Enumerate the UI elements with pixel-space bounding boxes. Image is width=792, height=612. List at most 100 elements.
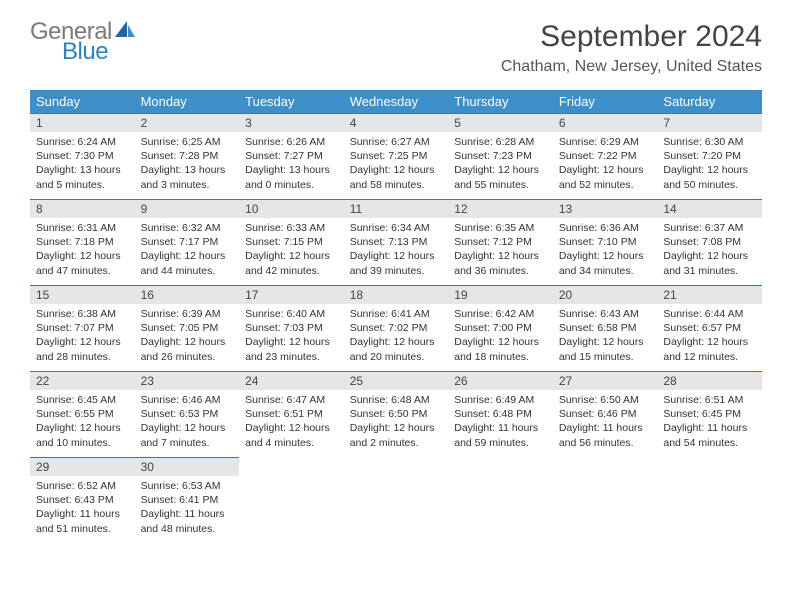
sail-icon bbox=[115, 21, 137, 43]
sunrise-text: Sunrise: 6:36 AM bbox=[559, 221, 652, 235]
sunset-text: Sunset: 6:48 PM bbox=[454, 407, 547, 421]
day-body: Sunrise: 6:52 AMSunset: 6:43 PMDaylight:… bbox=[30, 476, 135, 542]
sunrise-text: Sunrise: 6:39 AM bbox=[141, 307, 234, 321]
sunrise-text: Sunrise: 6:49 AM bbox=[454, 393, 547, 407]
day-body: Sunrise: 6:44 AMSunset: 6:57 PMDaylight:… bbox=[657, 304, 762, 370]
sunrise-text: Sunrise: 6:38 AM bbox=[36, 307, 129, 321]
calendar-day-cell: 13Sunrise: 6:36 AMSunset: 7:10 PMDayligh… bbox=[553, 200, 658, 286]
daylight-text: Daylight: 12 hours and 50 minutes. bbox=[663, 163, 756, 191]
day-body: Sunrise: 6:40 AMSunset: 7:03 PMDaylight:… bbox=[239, 304, 344, 370]
calendar-week-row: 8Sunrise: 6:31 AMSunset: 7:18 PMDaylight… bbox=[30, 200, 762, 286]
sunset-text: Sunset: 7:08 PM bbox=[663, 235, 756, 249]
daylight-text: Daylight: 12 hours and 42 minutes. bbox=[245, 249, 338, 277]
calendar-day-cell: 20Sunrise: 6:43 AMSunset: 6:58 PMDayligh… bbox=[553, 286, 658, 372]
sunset-text: Sunset: 7:10 PM bbox=[559, 235, 652, 249]
sunrise-text: Sunrise: 6:32 AM bbox=[141, 221, 234, 235]
day-body: Sunrise: 6:51 AMSunset: 6:45 PMDaylight:… bbox=[657, 390, 762, 456]
day-number: 3 bbox=[239, 114, 344, 132]
daylight-text: Daylight: 12 hours and 58 minutes. bbox=[350, 163, 443, 191]
calendar-header-row: SundayMondayTuesdayWednesdayThursdayFrid… bbox=[30, 90, 762, 114]
sunrise-text: Sunrise: 6:45 AM bbox=[36, 393, 129, 407]
calendar-day-cell: 17Sunrise: 6:40 AMSunset: 7:03 PMDayligh… bbox=[239, 286, 344, 372]
calendar-day-cell: 8Sunrise: 6:31 AMSunset: 7:18 PMDaylight… bbox=[30, 200, 135, 286]
title-block: September 2024 Chatham, New Jersey, Unit… bbox=[501, 20, 762, 76]
page-header: General Blue September 2024 Chatham, New… bbox=[30, 20, 762, 76]
calendar-week-row: 29Sunrise: 6:52 AMSunset: 6:43 PMDayligh… bbox=[30, 458, 762, 544]
sunrise-text: Sunrise: 6:24 AM bbox=[36, 135, 129, 149]
day-body: Sunrise: 6:38 AMSunset: 7:07 PMDaylight:… bbox=[30, 304, 135, 370]
sunset-text: Sunset: 6:41 PM bbox=[141, 493, 234, 507]
day-header: Thursday bbox=[448, 90, 553, 114]
daylight-text: Daylight: 11 hours and 59 minutes. bbox=[454, 421, 547, 449]
day-number: 19 bbox=[448, 286, 553, 304]
day-body: Sunrise: 6:53 AMSunset: 6:41 PMDaylight:… bbox=[135, 476, 240, 542]
day-number: 1 bbox=[30, 114, 135, 132]
calendar-day-cell: 9Sunrise: 6:32 AMSunset: 7:17 PMDaylight… bbox=[135, 200, 240, 286]
day-number: 26 bbox=[448, 372, 553, 390]
sunset-text: Sunset: 6:46 PM bbox=[559, 407, 652, 421]
calendar-day-cell: 19Sunrise: 6:42 AMSunset: 7:00 PMDayligh… bbox=[448, 286, 553, 372]
sunset-text: Sunset: 7:02 PM bbox=[350, 321, 443, 335]
daylight-text: Daylight: 13 hours and 0 minutes. bbox=[245, 163, 338, 191]
calendar-day-cell: 10Sunrise: 6:33 AMSunset: 7:15 PMDayligh… bbox=[239, 200, 344, 286]
daylight-text: Daylight: 12 hours and 34 minutes. bbox=[559, 249, 652, 277]
day-number: 18 bbox=[344, 286, 449, 304]
day-body: Sunrise: 6:45 AMSunset: 6:55 PMDaylight:… bbox=[30, 390, 135, 456]
sunset-text: Sunset: 7:25 PM bbox=[350, 149, 443, 163]
day-number: 27 bbox=[553, 372, 658, 390]
day-number: 4 bbox=[344, 114, 449, 132]
calendar-day-cell: 18Sunrise: 6:41 AMSunset: 7:02 PMDayligh… bbox=[344, 286, 449, 372]
day-body: Sunrise: 6:35 AMSunset: 7:12 PMDaylight:… bbox=[448, 218, 553, 284]
daylight-text: Daylight: 12 hours and 26 minutes. bbox=[141, 335, 234, 363]
calendar-day-cell: 24Sunrise: 6:47 AMSunset: 6:51 PMDayligh… bbox=[239, 372, 344, 458]
sunrise-text: Sunrise: 6:41 AM bbox=[350, 307, 443, 321]
daylight-text: Daylight: 12 hours and 55 minutes. bbox=[454, 163, 547, 191]
day-body: Sunrise: 6:32 AMSunset: 7:17 PMDaylight:… bbox=[135, 218, 240, 284]
day-number: 22 bbox=[30, 372, 135, 390]
day-body: Sunrise: 6:43 AMSunset: 6:58 PMDaylight:… bbox=[553, 304, 658, 370]
sunrise-text: Sunrise: 6:43 AM bbox=[559, 307, 652, 321]
sunrise-text: Sunrise: 6:47 AM bbox=[245, 393, 338, 407]
calendar-day-cell bbox=[657, 458, 762, 544]
calendar-day-cell: 16Sunrise: 6:39 AMSunset: 7:05 PMDayligh… bbox=[135, 286, 240, 372]
day-body: Sunrise: 6:36 AMSunset: 7:10 PMDaylight:… bbox=[553, 218, 658, 284]
day-body: Sunrise: 6:48 AMSunset: 6:50 PMDaylight:… bbox=[344, 390, 449, 456]
sunset-text: Sunset: 6:43 PM bbox=[36, 493, 129, 507]
sunset-text: Sunset: 6:57 PM bbox=[663, 321, 756, 335]
sunrise-text: Sunrise: 6:44 AM bbox=[663, 307, 756, 321]
calendar-day-cell bbox=[239, 458, 344, 544]
sunrise-text: Sunrise: 6:25 AM bbox=[141, 135, 234, 149]
day-number: 9 bbox=[135, 200, 240, 218]
location-subtitle: Chatham, New Jersey, United States bbox=[501, 58, 762, 76]
day-body: Sunrise: 6:49 AMSunset: 6:48 PMDaylight:… bbox=[448, 390, 553, 456]
daylight-text: Daylight: 12 hours and 44 minutes. bbox=[141, 249, 234, 277]
calendar-week-row: 22Sunrise: 6:45 AMSunset: 6:55 PMDayligh… bbox=[30, 372, 762, 458]
logo: General Blue bbox=[30, 20, 137, 64]
day-number: 24 bbox=[239, 372, 344, 390]
calendar-day-cell: 14Sunrise: 6:37 AMSunset: 7:08 PMDayligh… bbox=[657, 200, 762, 286]
day-number: 6 bbox=[553, 114, 658, 132]
sunrise-text: Sunrise: 6:33 AM bbox=[245, 221, 338, 235]
day-number: 30 bbox=[135, 458, 240, 476]
daylight-text: Daylight: 12 hours and 52 minutes. bbox=[559, 163, 652, 191]
day-number: 13 bbox=[553, 200, 658, 218]
day-number: 14 bbox=[657, 200, 762, 218]
day-body: Sunrise: 6:50 AMSunset: 6:46 PMDaylight:… bbox=[553, 390, 658, 456]
daylight-text: Daylight: 11 hours and 51 minutes. bbox=[36, 507, 129, 535]
day-number: 5 bbox=[448, 114, 553, 132]
day-number: 7 bbox=[657, 114, 762, 132]
sunset-text: Sunset: 7:05 PM bbox=[141, 321, 234, 335]
daylight-text: Daylight: 11 hours and 48 minutes. bbox=[141, 507, 234, 535]
day-number: 12 bbox=[448, 200, 553, 218]
sunrise-text: Sunrise: 6:52 AM bbox=[36, 479, 129, 493]
sunset-text: Sunset: 7:12 PM bbox=[454, 235, 547, 249]
sunrise-text: Sunrise: 6:31 AM bbox=[36, 221, 129, 235]
sunset-text: Sunset: 7:15 PM bbox=[245, 235, 338, 249]
day-header: Tuesday bbox=[239, 90, 344, 114]
sunrise-text: Sunrise: 6:48 AM bbox=[350, 393, 443, 407]
daylight-text: Daylight: 11 hours and 56 minutes. bbox=[559, 421, 652, 449]
sunrise-text: Sunrise: 6:46 AM bbox=[141, 393, 234, 407]
day-number: 2 bbox=[135, 114, 240, 132]
calendar-day-cell bbox=[344, 458, 449, 544]
day-number: 20 bbox=[553, 286, 658, 304]
